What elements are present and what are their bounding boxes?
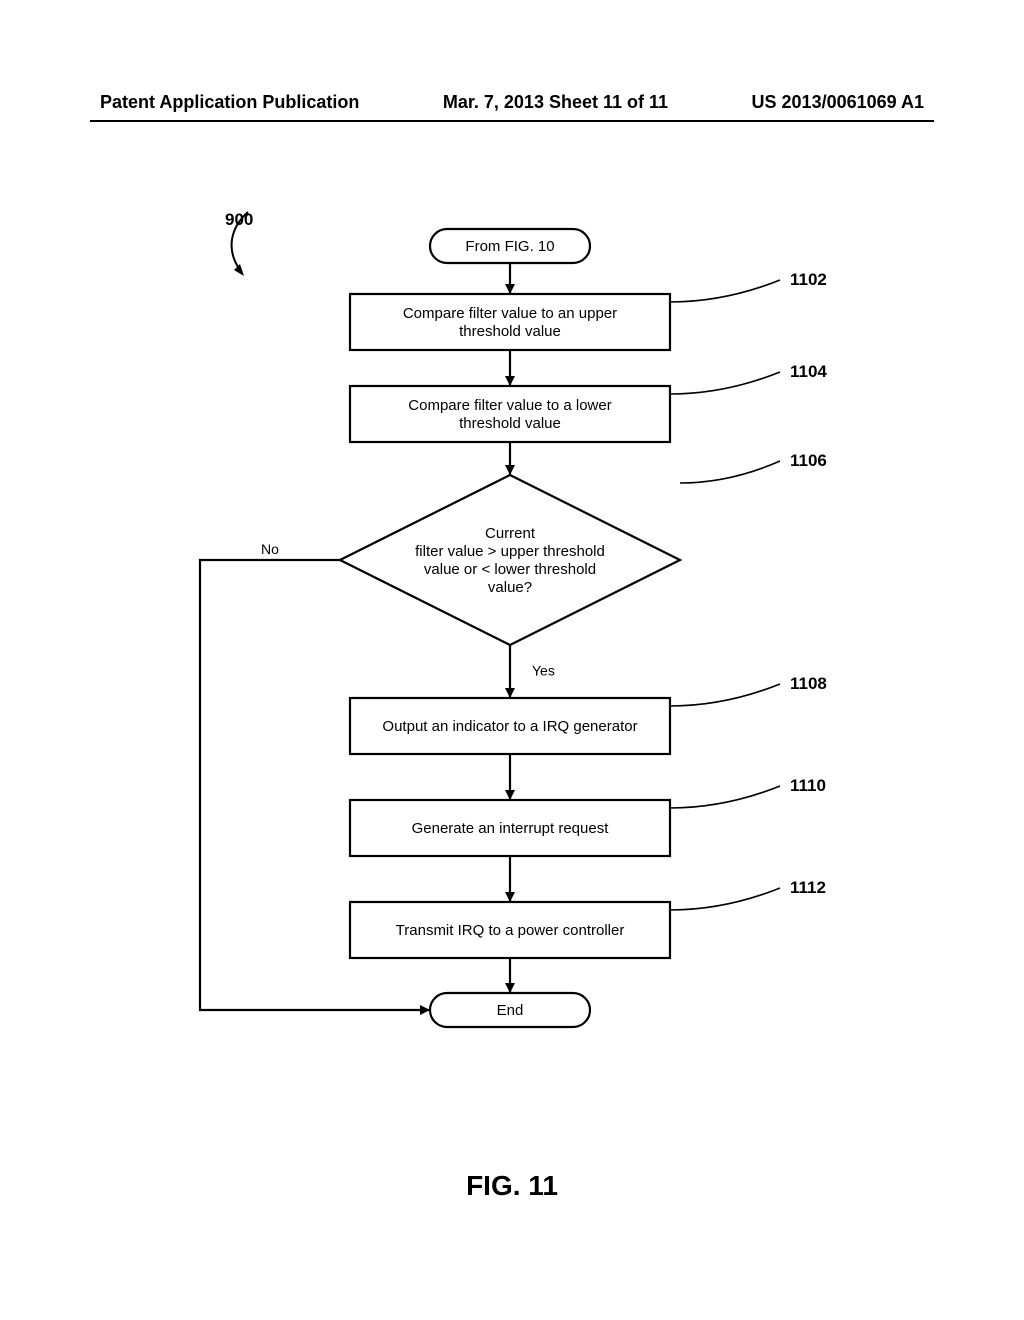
b1102-callout-leader (670, 280, 780, 302)
d1106-callout-leader (680, 461, 780, 483)
header-left: Patent Application Publication (100, 92, 359, 113)
b1110-callout-leader (670, 786, 780, 808)
d1106-callout: 1106 (790, 451, 827, 470)
ref-arrow-head (234, 264, 244, 276)
ref-arrow-curve (232, 212, 248, 270)
page: Patent Application Publication Mar. 7, 2… (0, 0, 1024, 1320)
page-header: Patent Application Publication Mar. 7, 2… (0, 92, 1024, 121)
b1102-box (350, 294, 670, 350)
b1102-callout: 1102 (790, 270, 827, 289)
b1104-text-1: threshold value (459, 415, 561, 432)
end-label: End (497, 1002, 524, 1019)
b1110-text-0: Generate an interrupt request (412, 820, 610, 837)
d1106-text-3: value? (488, 579, 532, 596)
b1112-callout-leader (670, 888, 780, 910)
edge-label-no: No (261, 541, 279, 557)
edge-no-branch (200, 560, 430, 1010)
header-right: US 2013/0061069 A1 (752, 92, 924, 113)
b1102-text-1: threshold value (459, 323, 561, 340)
b1108-callout-leader (670, 684, 780, 706)
d1106-diamond (340, 475, 680, 645)
flowchart: From FIG. 10 Compare filter value to an u… (140, 180, 900, 1160)
edge-label-yes: Yes (532, 663, 555, 679)
b1112-callout: 1112 (790, 878, 826, 897)
b1104-callout: 1104 (790, 362, 827, 381)
start-label: From FIG. 10 (465, 238, 554, 255)
d1106-text-0: Current (485, 525, 536, 542)
b1104-callout-leader (670, 372, 780, 394)
b1104-text-0: Compare filter value to a lower (408, 397, 611, 414)
header-rule (90, 120, 934, 122)
b1102-text-0: Compare filter value to an upper (403, 305, 617, 322)
header-center: Mar. 7, 2013 Sheet 11 of 11 (443, 92, 668, 113)
b1112-text-0: Transmit IRQ to a power controller (396, 922, 625, 939)
b1104-box (350, 386, 670, 442)
d1106-text-2: value or < lower threshold (424, 561, 596, 578)
b1110-callout: 1110 (790, 776, 826, 795)
b1108-callout: 1108 (790, 674, 827, 693)
figure-label: FIG. 11 (0, 1170, 1024, 1202)
d1106-text-1: filter value > upper threshold (415, 543, 605, 560)
b1108-text-0: Output an indicator to a IRQ generator (382, 718, 637, 735)
